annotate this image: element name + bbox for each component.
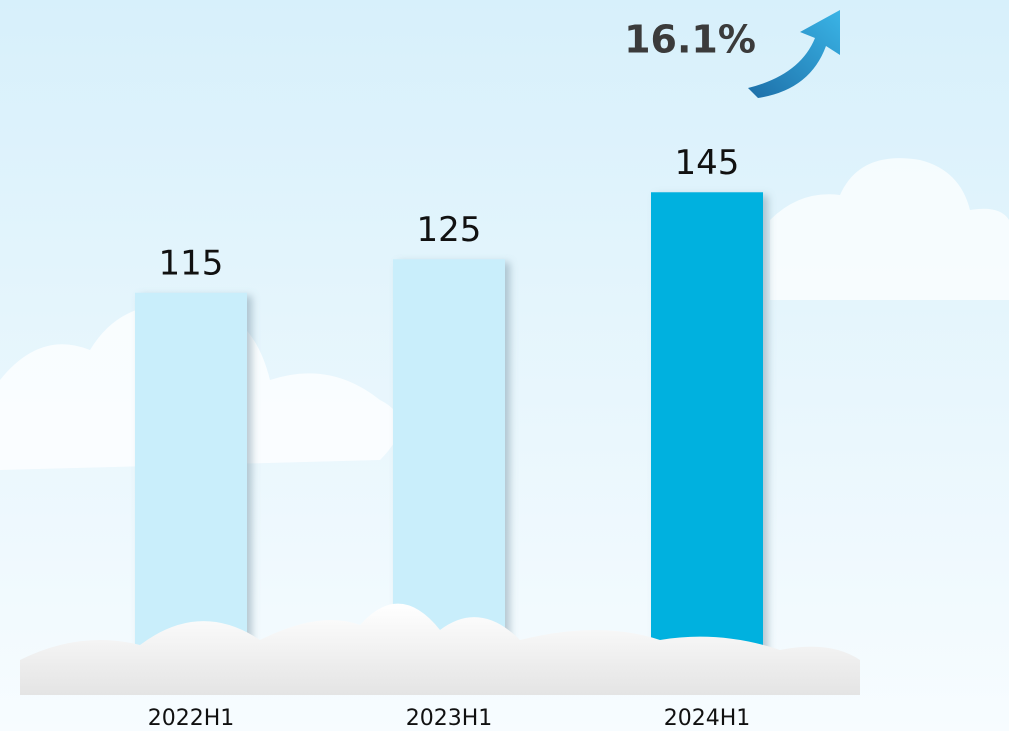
value-label: 145 — [675, 143, 740, 183]
growth-arrow — [748, 10, 840, 98]
x-tick-label: 2023H1 — [406, 706, 493, 731]
growth-annotation: 16.1% — [624, 18, 756, 62]
x-tick-label: 2022H1 — [148, 706, 235, 731]
x-tick-label: 2024H1 — [664, 706, 751, 731]
milk-splash — [20, 603, 860, 695]
cloud — [770, 158, 1009, 300]
bar — [651, 192, 763, 678]
value-label: 125 — [417, 210, 482, 250]
bar — [135, 292, 247, 678]
value-label: 115 — [159, 243, 224, 283]
